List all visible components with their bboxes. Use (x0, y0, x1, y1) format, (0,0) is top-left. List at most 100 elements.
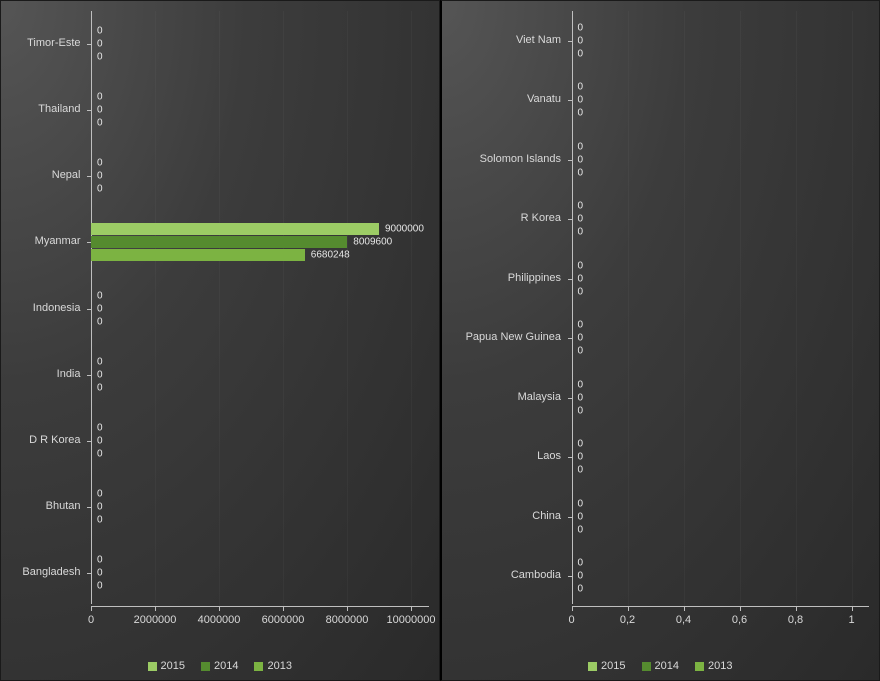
x-tick-label: 8000000 (326, 614, 369, 626)
gridline (628, 11, 629, 606)
gridline (411, 11, 412, 606)
y-tick (568, 576, 572, 577)
x-tick (347, 606, 348, 611)
value-label: 0 (578, 95, 584, 106)
category-label: Vanatu (446, 93, 562, 105)
y-tick (568, 160, 572, 161)
x-tick-label: 0,6 (732, 614, 747, 626)
value-label: 0 (578, 452, 584, 463)
legend-item: 2014 (642, 660, 679, 672)
x-tick-label: 4000000 (198, 614, 241, 626)
x-tick (411, 606, 412, 611)
y-tick (568, 100, 572, 101)
category-label: Bhutan (5, 500, 81, 512)
value-label: 0 (578, 524, 584, 535)
value-label: 0 (97, 118, 103, 129)
y-tick (87, 441, 91, 442)
legend-item: 2015 (148, 660, 185, 672)
legend-item: 2013 (254, 660, 291, 672)
value-label: 0 (578, 227, 584, 238)
y-tick (87, 507, 91, 508)
category-label: R Korea (446, 212, 562, 224)
y-tick (568, 338, 572, 339)
value-label: 0 (97, 448, 103, 459)
value-label: 0 (578, 465, 584, 476)
category-label: India (5, 368, 81, 380)
value-label: 0 (97, 382, 103, 393)
category-label: Nepal (5, 169, 81, 181)
x-tick (628, 606, 629, 611)
y-tick (568, 517, 572, 518)
value-label: 0 (97, 356, 103, 367)
value-label: 0 (578, 511, 584, 522)
value-label: 0 (578, 571, 584, 582)
value-label: 0 (578, 320, 584, 331)
value-label: 0 (578, 405, 584, 416)
category-label: China (446, 510, 562, 522)
value-label: 0 (578, 346, 584, 357)
value-label: 0 (97, 316, 103, 327)
bar-2013 (91, 249, 305, 261)
value-label: 0 (578, 154, 584, 165)
value-label: 0 (97, 171, 103, 182)
gridline (684, 11, 685, 606)
value-label: 0 (97, 303, 103, 314)
y-tick (568, 398, 572, 399)
value-label: 0 (97, 290, 103, 301)
x-tick-label: 10000000 (387, 614, 436, 626)
value-label: 0 (578, 82, 584, 93)
value-label: 9000000 (385, 224, 424, 235)
x-tick (283, 606, 284, 611)
value-label: 0 (97, 554, 103, 565)
value-label: 0 (97, 580, 103, 591)
x-tick (572, 606, 573, 611)
legend-item: 2014 (201, 660, 238, 672)
legend-label: 2013 (708, 660, 732, 672)
gridline (740, 11, 741, 606)
x-axis (91, 606, 429, 607)
value-label: 0 (578, 273, 584, 284)
value-label: 0 (578, 167, 584, 178)
value-label: 0 (97, 567, 103, 578)
legend-label: 2014 (214, 660, 238, 672)
value-label: 0 (578, 558, 584, 569)
value-label: 0 (578, 379, 584, 390)
value-label: 0 (578, 201, 584, 212)
legend-label: 2015 (161, 660, 185, 672)
x-tick-label: 0,4 (676, 614, 691, 626)
legend-label: 2015 (601, 660, 625, 672)
y-tick (87, 573, 91, 574)
bar-2014 (91, 236, 347, 248)
y-tick (87, 375, 91, 376)
legend-swatch (642, 662, 651, 671)
category-label: Indonesia (5, 302, 81, 314)
x-axis (572, 606, 870, 607)
category-label: D R Korea (5, 434, 81, 446)
y-tick (87, 44, 91, 45)
value-label: 0 (578, 392, 584, 403)
gridline (852, 11, 853, 606)
value-label: 0 (578, 35, 584, 46)
x-tick (740, 606, 741, 611)
legend-label: 2013 (267, 660, 291, 672)
bar-2015 (91, 223, 379, 235)
category-label: Malaysia (446, 391, 562, 403)
category-label: Viet Nam (446, 34, 562, 46)
value-label: 0 (97, 92, 103, 103)
gridline (219, 11, 220, 606)
category-label: Myanmar (5, 235, 81, 247)
category-label: Timor-Este (5, 37, 81, 49)
gridline (796, 11, 797, 606)
x-tick (852, 606, 853, 611)
gridline (155, 11, 156, 606)
category-label: Papua New Guinea (446, 331, 562, 343)
plot-area: 0200000040000006000000800000010000000Tim… (1, 11, 439, 628)
y-tick (87, 110, 91, 111)
plot-area: 00,20,40,60,81Viet Nam000Vanatu000Solomo… (442, 11, 880, 628)
legend-item: 2013 (695, 660, 732, 672)
value-label: 0 (578, 286, 584, 297)
legend-swatch (148, 662, 157, 671)
x-tick (219, 606, 220, 611)
value-label: 0 (97, 369, 103, 380)
value-label: 0 (97, 52, 103, 63)
